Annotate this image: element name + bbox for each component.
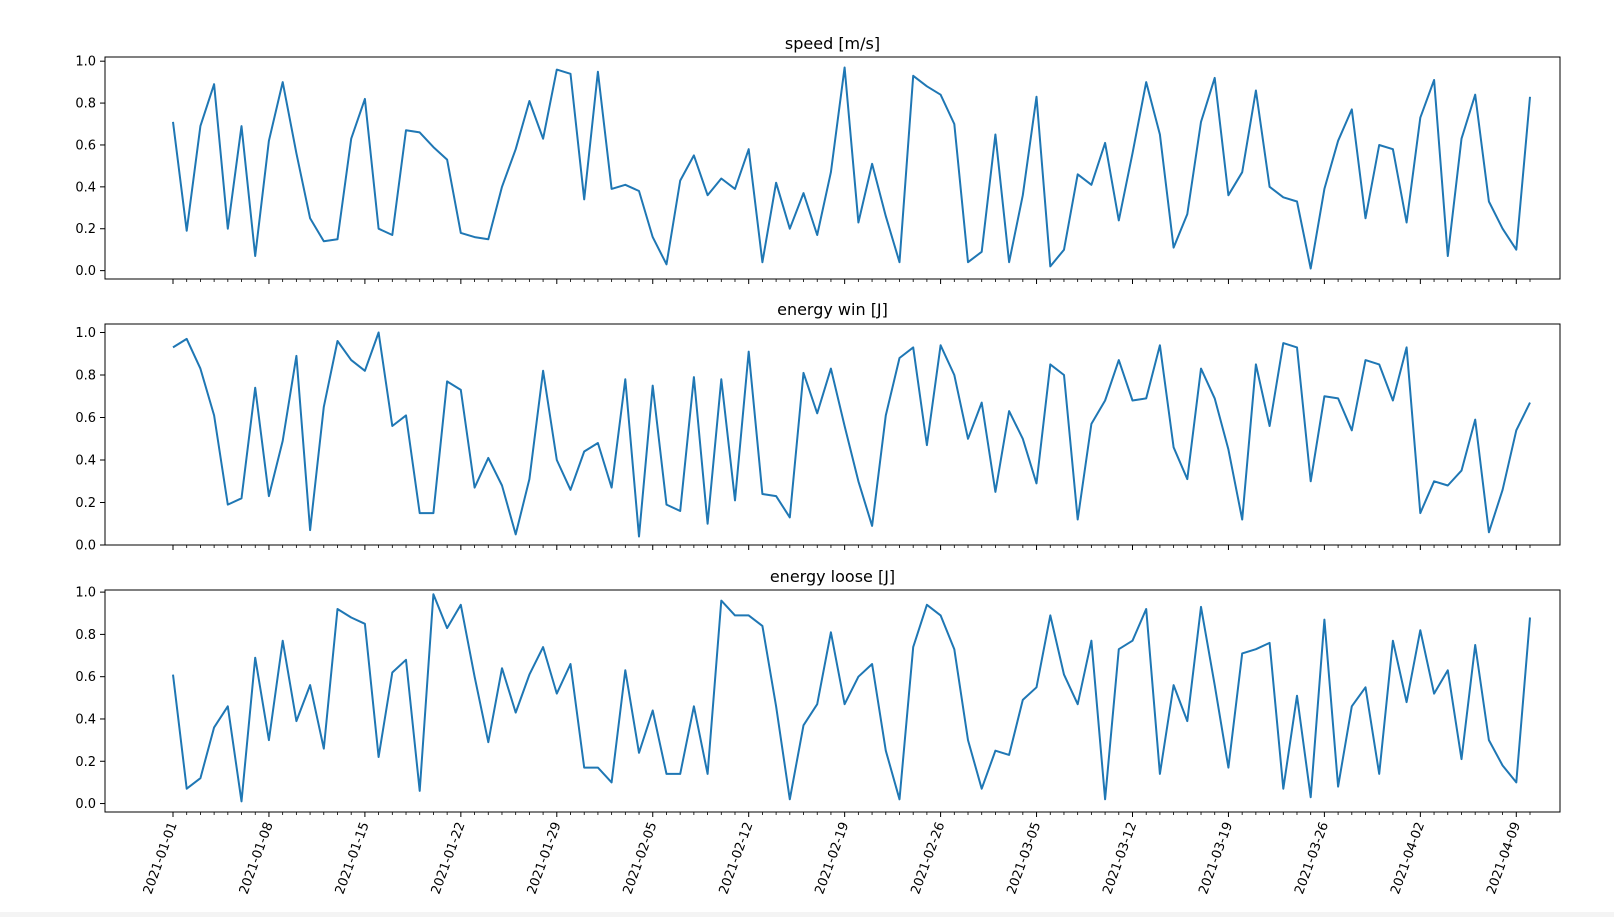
y-tick-label: 0.0 [75,539,96,554]
y-tick-label: 0.6 [75,138,96,153]
y-tick-label: 0.8 [75,628,96,643]
subplot-energy-win: energy win [J] 0.0 0.2 0.4 0.6 0.8 1.0 [75,300,1561,554]
x-tick-label: 2021-03-26 [1292,820,1332,896]
data-series-line [172,593,1531,803]
x-tick-label: 2021-04-09 [1484,820,1524,896]
axes-frame [104,56,1561,280]
y-tick-label: 0.4 [75,712,96,727]
y-tick-label: 0.2 [75,222,96,237]
axes-frame [104,323,1561,546]
window-bottom-strip [0,912,1614,917]
y-tick-label: 0.4 [75,454,96,469]
y-tick-label: 1.0 [75,586,96,601]
y-tick-label: 0.6 [75,411,96,426]
subplot-title: speed [m/s] [785,34,880,53]
y-tick-label: 0.8 [75,97,96,112]
x-tick-label: 2021-03-05 [1004,820,1044,896]
axes-frame [104,589,1561,813]
y-tick-label: 0.8 [75,369,96,384]
x-tick-label: 2021-01-15 [333,820,373,896]
x-tick-label: 2021-02-19 [812,820,852,896]
y-tick-label: 0.0 [75,797,96,812]
x-tick-label: 2021-01-08 [237,820,277,896]
y-tick-label: 0.2 [75,496,96,511]
y-tick-label: 0.0 [75,264,96,279]
y-tick-label: 0.4 [75,180,96,195]
subplot-energy-loose: energy loose [J] 0.0 0.2 0.4 0.6 0.8 1.0 2021-0… [75,567,1561,896]
subplot-title: energy loose [J] [770,567,895,586]
x-tick-label: 2021-01-01 [141,820,181,896]
subplot-title: energy win [J] [777,300,888,319]
y-tick-label: 0.6 [75,670,96,685]
x-tick-label: 2021-04-02 [1388,820,1428,896]
x-tick-label: 2021-03-12 [1100,820,1140,896]
x-tick-label: 2021-02-12 [717,820,757,896]
y-tick-label: 1.0 [75,55,96,70]
x-tick-label: 2021-03-19 [1196,820,1236,896]
y-tick-label: 1.0 [75,326,96,341]
subplot-speed: speed [m/s] 0.0 0.2 0.4 0.6 0.8 1.0 [75,34,1561,284]
x-tick-label: 2021-02-26 [908,820,948,896]
x-tick-label: 2021-01-29 [525,820,565,896]
data-series-line [172,66,1531,270]
y-tick-label: 0.2 [75,755,96,770]
x-tick-label: 2021-02-05 [621,820,661,896]
data-series-line [172,331,1531,538]
x-tick-label: 2021-01-22 [429,820,469,896]
